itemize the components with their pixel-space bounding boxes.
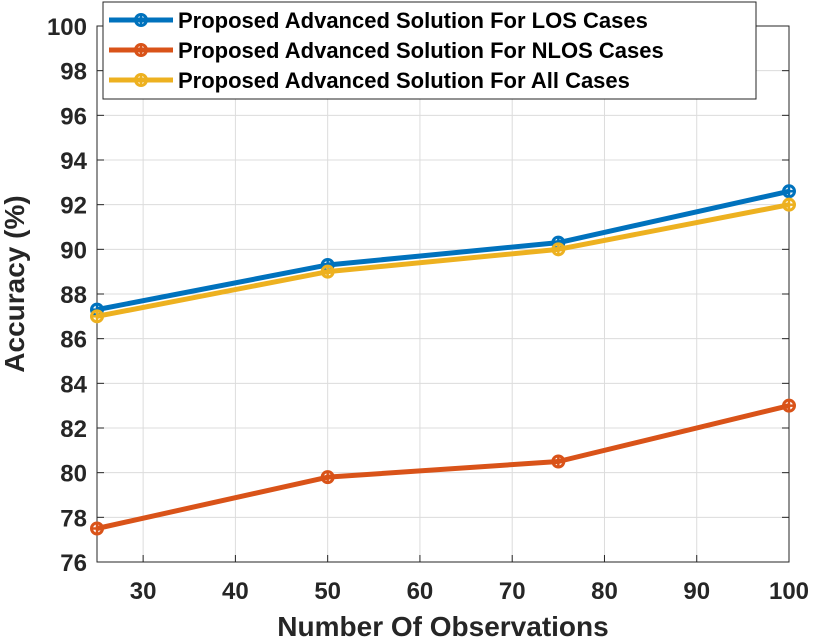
grid-lines (97, 25, 790, 563)
series-3 (90, 197, 796, 324)
y-tick-label: 80 (60, 461, 87, 488)
y-tick-label: 88 (60, 282, 87, 309)
x-tick-label: 80 (591, 578, 618, 605)
y-tick-label: 76 (60, 550, 87, 577)
x-tick-label: 50 (314, 578, 341, 605)
x-tick-label: 100 (769, 578, 809, 605)
legend-swatch-marker (134, 43, 148, 57)
legend-swatch-marker (134, 73, 148, 87)
data-point (782, 398, 796, 413)
data-point (320, 264, 335, 279)
series-2 (90, 398, 796, 536)
y-axis-tick-labels: 76 78 80 82 84 86 88 90 92 94 96 98 100 (47, 14, 88, 577)
data-point (782, 184, 796, 199)
y-tick-label: 82 (60, 416, 87, 443)
data-point (551, 242, 566, 257)
legend-label: Proposed Advanced Solution For All Cases (178, 68, 630, 93)
y-tick-label: 78 (60, 505, 87, 532)
axis-ticks (97, 25, 790, 563)
y-tick-label: 84 (60, 371, 87, 398)
y-tick-label: 90 (60, 237, 87, 264)
data-point (90, 521, 104, 536)
legend-item: Proposed Advanced Solution For All Cases (109, 68, 630, 93)
x-tick-label: 90 (683, 578, 710, 605)
x-tick-label: 40 (222, 578, 249, 605)
data-point (320, 470, 335, 485)
y-tick-label: 98 (60, 59, 87, 86)
y-tick-label: 94 (60, 148, 87, 175)
x-tick-label: 60 (407, 578, 434, 605)
data-point (782, 197, 796, 212)
legend-box (102, 1, 757, 100)
series-line (96, 188, 790, 313)
x-tick-label: 70 (499, 578, 526, 605)
legend-item: Proposed Advanced Solution For NLOS Case… (109, 38, 664, 63)
legend-label: Proposed Advanced Solution For LOS Cases (178, 8, 648, 33)
legend[interactable]: Proposed Advanced Solution For LOS Cases… (102, 1, 757, 100)
x-axis-tick-labels: 30 40 50 60 70 80 90 100 (130, 578, 809, 605)
x-tick-label: 30 (130, 578, 157, 605)
data-point (551, 454, 566, 469)
y-tick-label: 100 (47, 14, 87, 41)
legend-item: Proposed Advanced Solution For LOS Cases (109, 8, 648, 33)
series-layer (90, 184, 796, 536)
data-point (90, 309, 104, 324)
y-axis-title: Accuracy (%) (0, 195, 30, 372)
series-line (96, 202, 790, 319)
legend-swatch-marker (134, 13, 148, 27)
y-tick-label: 86 (60, 327, 87, 354)
y-tick-label: 96 (60, 103, 87, 130)
legend-label: Proposed Advanced Solution For NLOS Case… (178, 38, 664, 63)
x-axis-title: Number Of Observations (277, 611, 608, 640)
y-tick-label: 92 (60, 193, 87, 220)
series-line (96, 403, 790, 531)
